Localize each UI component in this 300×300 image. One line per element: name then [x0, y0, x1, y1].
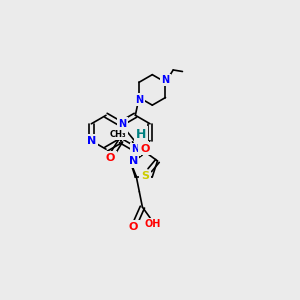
Text: O: O: [128, 222, 138, 232]
Text: S: S: [141, 171, 149, 181]
Text: N: N: [131, 144, 140, 154]
Text: N: N: [135, 95, 143, 105]
Text: H: H: [136, 128, 146, 141]
Text: S: S: [140, 143, 148, 153]
Text: N: N: [87, 136, 96, 146]
Text: O: O: [106, 153, 116, 163]
Text: O: O: [141, 144, 150, 154]
Text: N: N: [118, 119, 126, 129]
Text: N: N: [128, 156, 138, 166]
Text: N: N: [161, 75, 169, 85]
Text: OH: OH: [145, 219, 161, 229]
Text: CH₃: CH₃: [110, 130, 127, 139]
